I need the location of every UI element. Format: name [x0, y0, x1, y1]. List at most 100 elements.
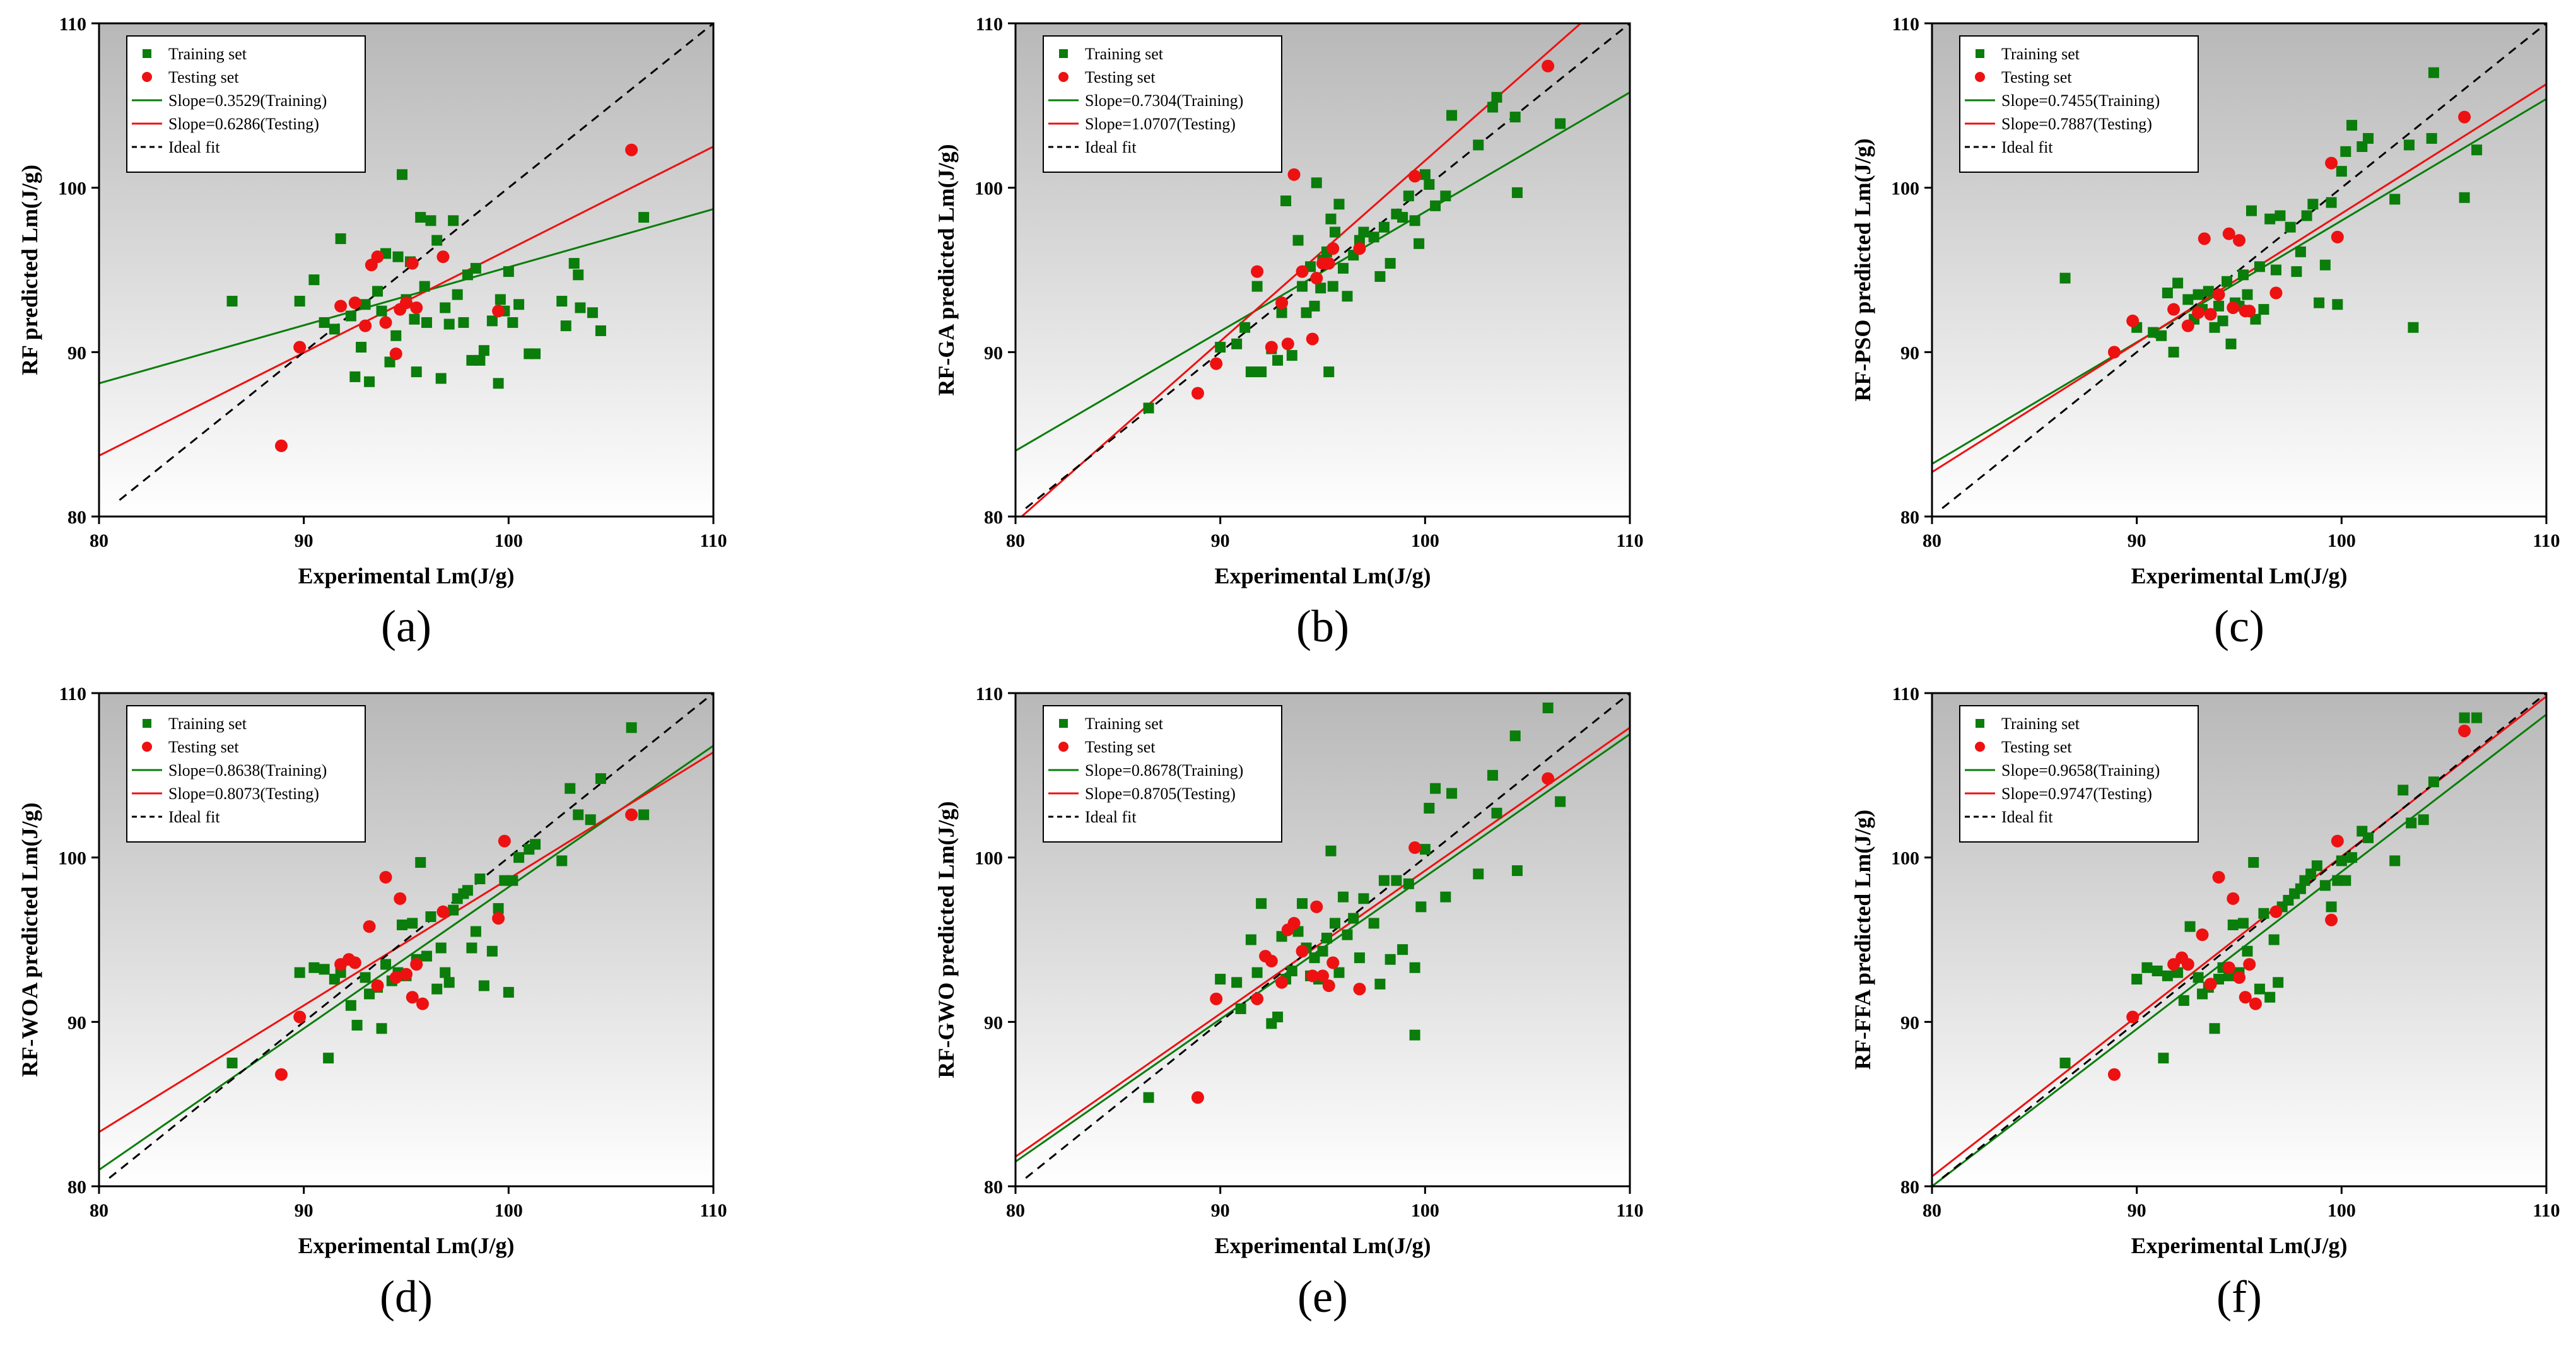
legend-square-marker	[1059, 719, 1068, 728]
training-point	[2314, 297, 2325, 308]
training-point	[2397, 785, 2409, 796]
training-point	[1143, 1092, 1154, 1103]
training-point	[1385, 258, 1396, 269]
y-tick-label: 80	[1900, 1177, 1919, 1198]
training-point	[2217, 315, 2228, 327]
testing-point	[348, 956, 361, 969]
testing-point	[1326, 956, 1340, 969]
training-point	[585, 814, 596, 826]
training-point	[226, 296, 238, 307]
testing-point	[2196, 928, 2209, 942]
x-tick-label: 80	[90, 530, 108, 551]
training-point	[2332, 299, 2343, 310]
training-point	[1542, 702, 1554, 713]
training-point	[474, 873, 486, 885]
training-point	[411, 366, 422, 378]
x-tick-label: 90	[1211, 530, 1230, 551]
training-point	[294, 967, 305, 978]
legend-square-marker	[143, 719, 151, 728]
testing-point	[2181, 319, 2194, 332]
testing-point	[1296, 265, 1309, 278]
training-point	[419, 281, 430, 292]
y-tick-label: 90	[1900, 342, 1919, 363]
training-point	[1251, 281, 1263, 292]
training-point	[329, 324, 340, 335]
y-tick-label: 110	[976, 14, 1003, 35]
testing-point	[2222, 961, 2235, 974]
legend-testing-label: Testing set	[1085, 738, 1156, 756]
x-tick-label: 100	[2327, 1200, 2356, 1221]
training-point	[376, 1023, 387, 1034]
training-point	[1487, 102, 1498, 113]
testing-point	[1191, 387, 1204, 400]
training-point	[2264, 213, 2276, 225]
x-tick-label: 100	[495, 530, 523, 551]
legend-box	[1959, 35, 2199, 173]
training-point	[1323, 366, 1335, 378]
legend-circle-marker	[142, 72, 152, 82]
legend-square-marker	[1059, 49, 1068, 58]
plot-frame	[1014, 22, 1631, 518]
testing-point	[1210, 992, 1223, 1005]
chart-panel-d: 80 90 100 110 80 90 100 110 Experimental Lm(J/g)…	[17, 684, 727, 1322]
training-point	[1317, 945, 1328, 957]
training-point	[2319, 880, 2331, 891]
training-point	[2326, 901, 2337, 913]
training-point	[1143, 402, 1154, 414]
training-point	[384, 356, 395, 368]
training-point	[345, 310, 356, 322]
training-point	[2248, 856, 2259, 868]
training-point	[435, 942, 447, 954]
testing-point	[1326, 242, 1340, 255]
testing-point	[625, 808, 638, 821]
training-point	[2268, 934, 2280, 945]
training-point	[2222, 276, 2233, 287]
testing-point	[436, 250, 450, 264]
testing-point	[1275, 976, 1289, 989]
testing-point	[2204, 978, 2217, 991]
testing-point	[2107, 346, 2121, 359]
training-point	[2406, 817, 2417, 829]
training-point	[1409, 215, 1420, 226]
x-tick-label: 90	[2128, 530, 2146, 551]
training-point	[345, 1000, 356, 1011]
training-point	[486, 945, 498, 957]
legend-ideal-label: Ideal fit	[1085, 138, 1137, 156]
plot-frame	[1931, 692, 2548, 1188]
legend-ideal-label: Ideal fit	[168, 138, 220, 156]
y-tick-label: 100	[1891, 178, 1919, 199]
testing-point	[406, 257, 419, 270]
testing-point	[1296, 945, 1309, 958]
legend-circle-marker	[142, 742, 152, 752]
y-tick-label: 110	[1892, 14, 1919, 35]
legend-slope-training-label: Slope=0.9658(Training)	[2001, 761, 2160, 780]
training-point	[2273, 977, 2284, 988]
training-point	[294, 296, 305, 307]
x-tick-label: 110	[1616, 530, 1643, 551]
training-point	[2336, 166, 2347, 177]
testing-point	[334, 300, 348, 313]
testing-point	[2331, 230, 2344, 243]
training-point	[462, 885, 473, 896]
legend-slope-testing-label: Slope=0.6286(Testing)	[168, 115, 319, 133]
training-point	[1286, 966, 1297, 977]
training-point	[1397, 944, 1408, 955]
training-point	[448, 904, 459, 916]
testing-point	[2243, 305, 2256, 318]
training-point	[493, 902, 504, 914]
training-point	[2193, 289, 2204, 300]
training-point	[2340, 875, 2351, 886]
testing-point	[436, 905, 450, 918]
training-point	[1368, 918, 1379, 929]
training-point	[1511, 187, 1523, 198]
training-point	[392, 251, 404, 262]
testing-point	[2233, 234, 2245, 247]
plot-content	[99, 693, 713, 1179]
testing-point	[2198, 232, 2211, 245]
legend-square-marker	[143, 49, 151, 58]
training-point	[2459, 192, 2470, 203]
training-point	[1256, 898, 1267, 909]
training-point	[2245, 205, 2257, 216]
training-point	[1297, 281, 1308, 292]
testing-point	[394, 892, 407, 905]
